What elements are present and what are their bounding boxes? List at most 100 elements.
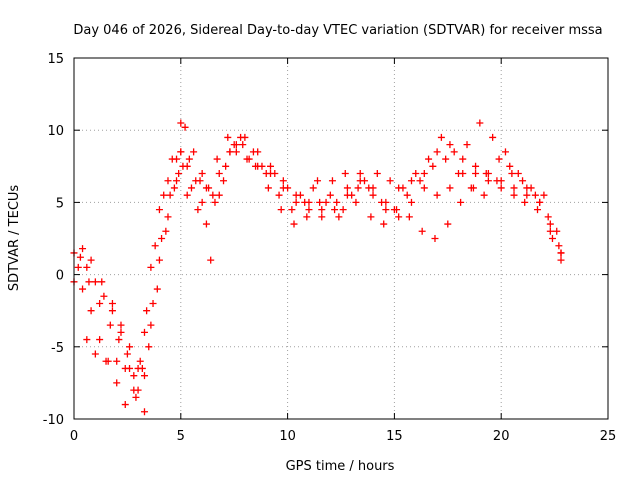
data-point bbox=[527, 184, 535, 192]
data-point bbox=[482, 170, 490, 178]
data-point bbox=[508, 170, 516, 178]
data-point bbox=[555, 242, 563, 250]
data-point bbox=[519, 177, 527, 185]
data-point bbox=[79, 245, 87, 253]
data-point bbox=[121, 364, 129, 372]
data-point bbox=[132, 393, 140, 401]
data-point bbox=[168, 155, 176, 163]
x-tick-label: 5 bbox=[177, 429, 185, 444]
x-tick-label: 20 bbox=[493, 429, 510, 444]
data-point bbox=[173, 177, 181, 185]
data-point bbox=[352, 198, 360, 206]
data-point bbox=[288, 206, 296, 214]
data-point bbox=[211, 198, 219, 206]
data-point bbox=[534, 206, 542, 214]
data-point bbox=[546, 220, 554, 228]
data-point bbox=[480, 191, 488, 199]
data-point bbox=[531, 191, 539, 199]
data-point bbox=[463, 141, 471, 149]
data-point bbox=[175, 170, 183, 178]
data-point bbox=[130, 372, 138, 380]
data-point bbox=[425, 155, 433, 163]
data-point bbox=[198, 170, 206, 178]
data-point bbox=[121, 401, 129, 409]
data-point bbox=[343, 184, 351, 192]
data-point bbox=[328, 177, 336, 185]
data-point bbox=[335, 213, 343, 221]
data-point bbox=[232, 148, 240, 156]
data-point bbox=[149, 299, 157, 307]
data-point bbox=[96, 299, 104, 307]
data-point bbox=[523, 191, 531, 199]
data-point bbox=[495, 155, 503, 163]
data-point bbox=[395, 213, 403, 221]
data-point bbox=[196, 177, 204, 185]
data-point bbox=[454, 170, 462, 178]
data-point bbox=[386, 177, 394, 185]
data-points bbox=[70, 119, 565, 416]
data-point bbox=[98, 278, 106, 286]
data-point bbox=[431, 235, 439, 242]
data-point bbox=[369, 191, 377, 199]
data-point bbox=[290, 220, 298, 228]
data-point bbox=[399, 184, 407, 192]
data-point bbox=[418, 227, 426, 235]
y-tick-label: -10 bbox=[43, 413, 64, 428]
data-point bbox=[262, 170, 270, 178]
data-point bbox=[420, 184, 428, 192]
data-point bbox=[553, 227, 561, 235]
data-point bbox=[155, 256, 163, 264]
data-point bbox=[205, 184, 213, 192]
data-point bbox=[96, 336, 104, 344]
data-point bbox=[230, 141, 238, 149]
x-axis-label: GPS time / hours bbox=[286, 459, 395, 474]
data-point bbox=[147, 263, 155, 271]
data-point bbox=[134, 386, 142, 394]
data-point bbox=[510, 184, 518, 192]
data-point bbox=[222, 162, 230, 170]
x-tick-label: 0 bbox=[70, 429, 78, 444]
data-point bbox=[220, 177, 228, 185]
data-point bbox=[85, 278, 93, 286]
data-point bbox=[267, 162, 275, 170]
data-point bbox=[126, 343, 134, 351]
data-point bbox=[403, 191, 411, 199]
data-point bbox=[341, 170, 349, 178]
data-point bbox=[314, 177, 322, 185]
data-point bbox=[548, 235, 556, 242]
data-point bbox=[140, 372, 148, 380]
data-point bbox=[245, 155, 253, 163]
data-point bbox=[123, 350, 131, 358]
data-point bbox=[87, 256, 95, 264]
grid-lines bbox=[74, 58, 608, 419]
data-point bbox=[497, 184, 505, 192]
data-point bbox=[322, 198, 330, 206]
y-tick-label: -5 bbox=[51, 341, 64, 356]
x-tick-label: 15 bbox=[386, 429, 403, 444]
data-point bbox=[540, 191, 548, 199]
data-point bbox=[442, 155, 450, 163]
data-point bbox=[279, 177, 287, 185]
plot-frame bbox=[73, 57, 609, 420]
data-point bbox=[380, 220, 388, 228]
data-point bbox=[433, 191, 441, 199]
data-point bbox=[277, 206, 285, 214]
data-point bbox=[506, 162, 514, 170]
data-point bbox=[373, 170, 381, 178]
data-point bbox=[309, 184, 317, 192]
chart-title: Day 046 of 2026, Sidereal Day-to-day VTE… bbox=[73, 23, 602, 38]
data-point bbox=[115, 336, 123, 344]
data-point bbox=[546, 227, 554, 235]
data-point bbox=[140, 328, 148, 336]
data-point bbox=[164, 213, 172, 221]
data-point bbox=[164, 177, 172, 185]
data-point bbox=[354, 184, 362, 192]
data-point bbox=[457, 198, 465, 206]
data-point bbox=[292, 198, 300, 206]
data-point bbox=[151, 242, 159, 250]
y-axis-label: SDTVAR / TECUs bbox=[7, 185, 22, 292]
data-point bbox=[331, 206, 339, 214]
series-trace-b bbox=[70, 119, 565, 409]
y-tick-label: 5 bbox=[56, 196, 64, 211]
data-point bbox=[365, 184, 373, 192]
